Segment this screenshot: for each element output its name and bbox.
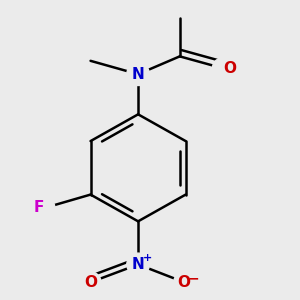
Circle shape	[127, 253, 149, 276]
Circle shape	[212, 58, 233, 79]
Text: O: O	[84, 275, 97, 290]
Text: O: O	[178, 275, 191, 290]
Text: N: N	[132, 67, 145, 82]
Text: −: −	[187, 272, 199, 286]
Text: O: O	[223, 61, 236, 76]
Text: N: N	[132, 257, 145, 272]
Circle shape	[174, 272, 195, 293]
Circle shape	[127, 63, 149, 86]
Text: +: +	[143, 253, 152, 263]
Circle shape	[80, 272, 101, 293]
Circle shape	[34, 198, 55, 218]
Text: F: F	[34, 200, 44, 215]
